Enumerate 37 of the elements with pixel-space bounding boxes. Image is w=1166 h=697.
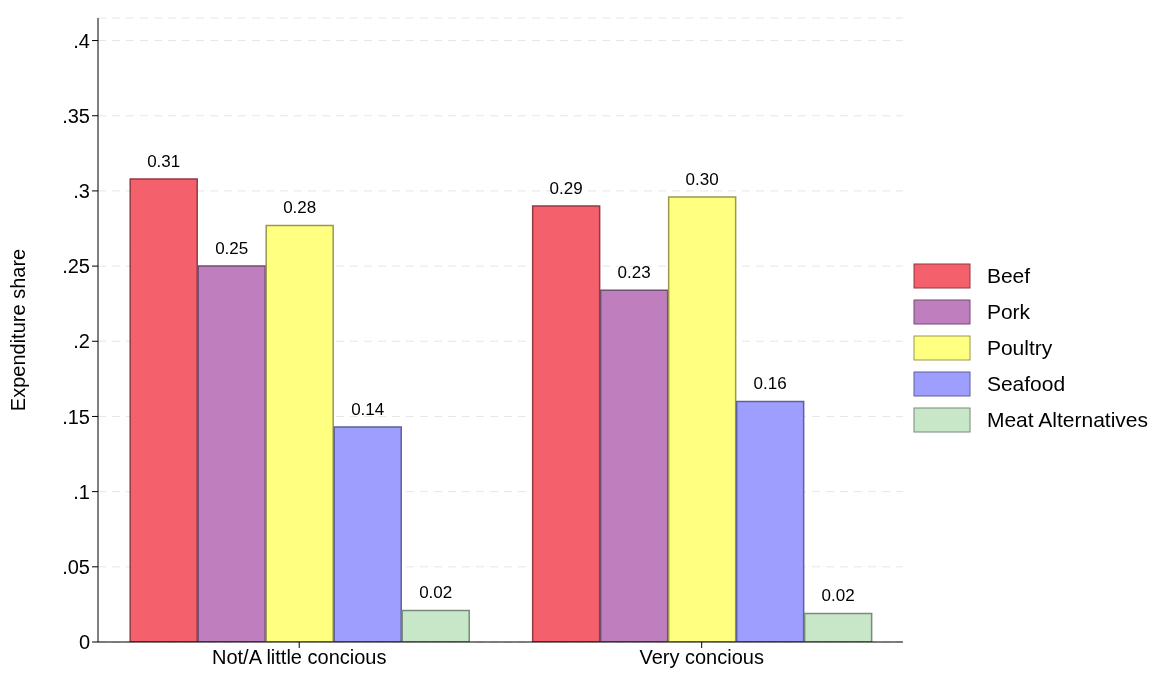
bar	[735, 400, 805, 642]
y-tick-label: .4	[73, 29, 90, 52]
bar	[803, 612, 873, 642]
legend-label: Poultry	[986, 336, 1053, 360]
y-tick-label: .2	[73, 330, 90, 353]
data-label: 0.02	[821, 586, 855, 606]
y-tick-label: .25	[62, 255, 90, 278]
bar	[401, 609, 470, 642]
data-label: 0.29	[549, 178, 583, 198]
legend-label: Seafood	[986, 372, 1066, 396]
data-label: 0.30	[685, 169, 719, 189]
bar	[333, 426, 402, 642]
bar	[197, 265, 266, 642]
x-tick-label: Very concious	[639, 646, 764, 669]
x-tick-label: Not/A little concious	[211, 646, 387, 669]
y-tick-label: .15	[62, 405, 90, 428]
data-label: 0.16	[753, 374, 787, 394]
bar	[129, 178, 198, 642]
y-tick-label: .3	[73, 180, 90, 203]
y-tick-label: .1	[73, 480, 90, 503]
bar	[531, 205, 601, 642]
bar	[265, 224, 334, 642]
data-label: 0.14	[351, 399, 385, 419]
legend-label: Meat Alternatives	[986, 408, 1148, 432]
y-tick-label: .35	[62, 104, 90, 127]
data-label: 0.31	[147, 151, 181, 171]
bar	[599, 289, 669, 642]
y-tick-label: .05	[62, 555, 90, 578]
data-label: 0.02	[419, 583, 453, 603]
legend-label: Pork	[986, 300, 1031, 324]
bar	[667, 196, 737, 642]
data-label: 0.28	[283, 198, 317, 218]
y-tick-label: 0	[78, 631, 90, 654]
legend-label: Beef	[986, 264, 1031, 288]
data-label: 0.25	[215, 239, 249, 259]
y-axis-title: Expenditure share	[7, 248, 30, 412]
data-label: 0.23	[617, 263, 651, 283]
